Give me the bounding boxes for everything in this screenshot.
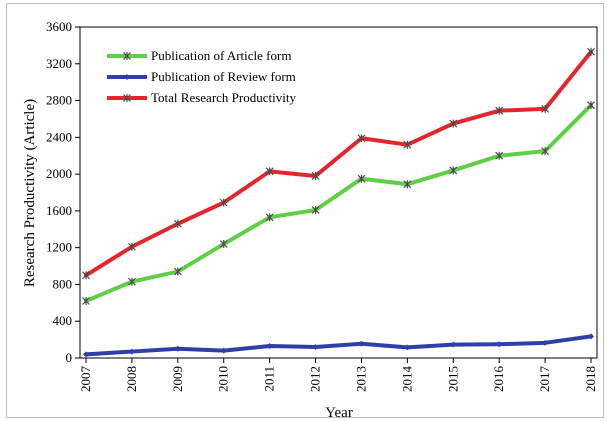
point-marker [358,340,365,347]
y-tick-label: 2400 [46,129,72,144]
series-layer [82,47,595,358]
point-marker [219,239,228,248]
y-tick-label: 0 [66,350,73,365]
point-marker [265,167,274,176]
y-tick-label: 2000 [46,166,72,181]
y-axis-title: Research Productivity (Article) [22,99,38,287]
point-marker [127,277,136,286]
point-marker [588,333,594,340]
x-tick-label: 2017 [537,366,552,393]
legend: Publication of Article form Publication o… [107,48,296,105]
x-axis-title: Year [325,405,353,421]
point-marker [123,52,131,60]
point-marker [219,198,228,207]
point-marker [403,180,412,189]
point-marker [357,174,366,183]
x-tick-label: 2014 [399,366,414,393]
series-line [84,103,593,303]
x-tick-label: 2016 [491,366,506,393]
point-marker [495,151,504,160]
point-marker [403,140,412,149]
point-marker [496,341,503,348]
x-tick-label: 2012 [308,366,323,392]
y-tick-label: 3200 [46,56,72,71]
point-marker [83,351,89,358]
point-marker [449,166,458,175]
x-tick-label: 2013 [353,366,368,392]
point-marker [450,341,457,348]
point-marker [173,219,182,228]
x-tick-label: 2007 [78,366,93,393]
point-marker [265,213,274,222]
point-marker [82,296,90,305]
point-marker [173,267,182,276]
x-tick-label: 2018 [583,366,598,392]
y-tick-label: 400 [53,313,73,328]
point-marker [128,348,135,355]
series-3 [82,47,595,280]
point-marker [587,101,595,110]
y-tick-label: 1600 [46,203,72,218]
point-marker [124,74,130,80]
series-line [84,334,593,357]
x-tick-label: 2009 [170,366,185,392]
y-tick-label: 3600 [46,19,72,34]
legend-item-3: Total Research Productivity [107,90,296,105]
legend-label: Total Research Productivity [151,90,296,105]
point-marker [404,344,411,351]
series-line [84,49,593,278]
x-tick-label: 2011 [262,366,277,392]
point-marker [127,242,136,251]
axes: 0 400 800 1200 1600 2000 2400 2800 3200 3600 2007 2… [46,19,598,392]
plot-area-border [79,26,598,359]
point-marker [541,104,550,113]
y-tick-label: 2800 [46,93,72,108]
legend-label: Publication of Review form [151,69,296,84]
legend-item-1: Publication of Article form [107,48,291,63]
point-marker [312,343,319,350]
point-marker [587,47,595,56]
point-marker [357,134,366,143]
y-tick-label: 800 [53,276,73,291]
point-marker [449,119,458,128]
point-marker [495,106,504,115]
point-marker [541,147,550,156]
legend-item-2: Publication of Review form [107,69,296,84]
series-1 [82,101,595,305]
point-marker [311,205,320,214]
point-marker [266,343,273,350]
x-tick-label: 2010 [216,366,231,392]
y-tick-label: 1200 [46,240,72,255]
x-tick-label: 2015 [445,366,460,392]
x-tick-label: 2008 [124,366,139,392]
series-2 [83,333,594,358]
legend-label: Publication of Article form [151,48,291,63]
point-marker [123,94,131,102]
point-marker [174,345,181,352]
point-marker [82,271,90,280]
point-marker [542,339,549,346]
point-marker [311,171,320,180]
point-marker [220,347,227,354]
